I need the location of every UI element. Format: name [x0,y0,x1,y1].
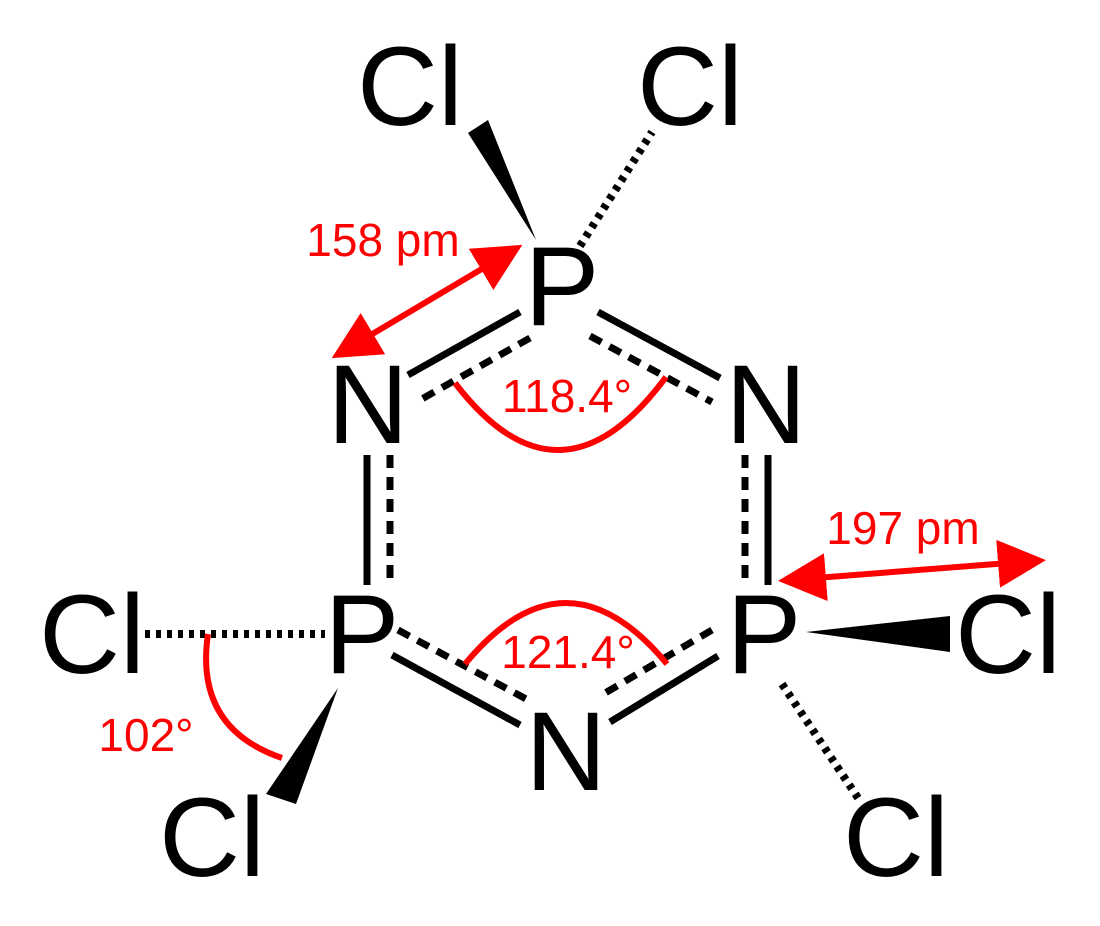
atom-cl-top-left: Cl [357,24,463,149]
atom-n-upper-right: N [726,342,807,467]
wedge-bond-ptop-cl-topleft [468,120,536,240]
atom-cl-left: Cl [39,572,145,697]
atom-cl-bottom-right: Cl [843,775,949,900]
atom-cl-top-right: Cl [637,24,743,149]
wedge-bond-pleft-cl-bottomleft [266,688,338,804]
atom-labels: P N N P P N Cl Cl Cl Cl Cl Cl [39,24,1061,900]
pn-bond-length-label: 158 pm [306,214,459,266]
bond-ptop-nleft-solid [408,312,520,375]
atom-cl-right: Cl [955,572,1061,697]
bond-ptop-nright-solid [598,312,720,378]
pn-length-arrow [342,251,512,352]
atom-p-top: P [525,224,600,349]
pnp-angle-label: 121.4° [501,626,635,678]
atom-n-bottom: N [526,689,607,814]
atom-n-upper-left: N [328,342,409,467]
wedge-bond-pright-cl-right [806,616,950,652]
clpcl-angle-arc [206,634,282,758]
npn-angle-label: 118.4° [502,370,632,422]
atom-cl-bottom-left: Cl [159,775,265,900]
atom-p-right: P [727,572,802,697]
pcl-bond-length-label: 197 pm [826,502,979,554]
clpcl-angle-label: 102° [98,709,193,761]
atom-p-left: P [325,572,400,697]
